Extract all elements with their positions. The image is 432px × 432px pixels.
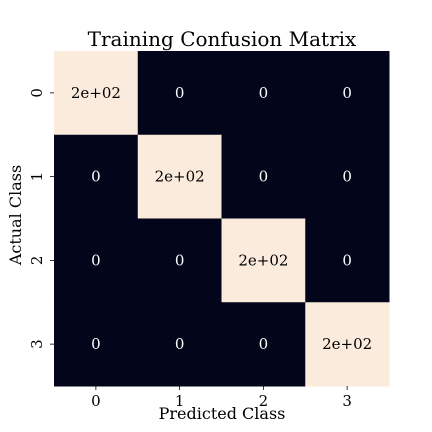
heatmap-cell-1-1 (137, 134, 222, 219)
cell-value-label-3-2: 0 (259, 335, 269, 353)
heatmap-cell-2-2 (221, 218, 306, 303)
cell-value-label-3-1: 0 (175, 335, 185, 353)
heatmap-cell-2-3 (305, 218, 390, 303)
cell-value-label-0-0: 2e+02 (71, 84, 121, 102)
x-tick-label-0: 0 (91, 392, 101, 410)
cell-value-label-2-0: 0 (91, 251, 101, 269)
y-tick-label-2: 2 (28, 256, 46, 266)
cell-value-label-0-1: 0 (175, 84, 185, 102)
y-axis-ticks: 0 1 2 3 (28, 88, 54, 349)
heatmap-cell-2-1 (137, 218, 222, 303)
heatmap-cell-0-0 (54, 51, 139, 136)
heatmap-cell-1-0 (54, 134, 139, 219)
cell-value-label-1-0: 0 (91, 168, 101, 186)
cell-value-label-1-3: 0 (342, 168, 352, 186)
heatmap-cell-3-0 (54, 302, 139, 387)
cell-value-label-2-3: 0 (342, 251, 352, 269)
x-axis-ticks: 0 1 2 3 (91, 386, 352, 410)
heatmap-cell-0-2 (221, 51, 306, 136)
y-tick-label-0: 0 (28, 88, 46, 98)
heatmap-cell-0-3 (305, 51, 390, 136)
cell-value-label-1-1: 2e+02 (155, 168, 205, 186)
x-axis-label: Predicted Class (159, 404, 286, 423)
heatmap-cell-3-1 (137, 302, 222, 387)
x-tick-label-2: 2 (259, 392, 269, 410)
heatmap-cell-0-1 (137, 51, 222, 136)
cell-value-label-0-3: 0 (342, 84, 352, 102)
x-tick-label-3: 3 (342, 392, 352, 410)
heatmap-cell-3-2 (221, 302, 306, 387)
chart-title: Training Confusion Matrix (88, 27, 357, 51)
heatmap-cell-1-2 (221, 134, 306, 219)
x-tick-label-1: 1 (175, 392, 185, 410)
cell-value-label-3-0: 0 (91, 335, 101, 353)
heatmap-cell-1-3 (305, 134, 390, 219)
cell-value-label-3-3: 2e+02 (322, 335, 372, 353)
cell-value-label-1-2: 0 (259, 168, 269, 186)
cell-value-label-2-2: 2e+02 (238, 251, 288, 269)
y-axis-label: Actual Class (6, 165, 25, 266)
heatmap-cell-3-3 (305, 302, 390, 387)
cell-value-label-2-1: 0 (175, 251, 185, 269)
heatmap-cell-2-0 (54, 218, 139, 303)
cell-value-label-0-2: 0 (259, 84, 269, 102)
y-tick-label-3: 3 (28, 339, 46, 349)
heatmap-cells: 2e+02 0 0 0 0 2e+02 0 0 0 0 2e+02 0 0 0 0 2e+02 (54, 51, 390, 387)
y-tick-label-1: 1 (28, 172, 46, 182)
